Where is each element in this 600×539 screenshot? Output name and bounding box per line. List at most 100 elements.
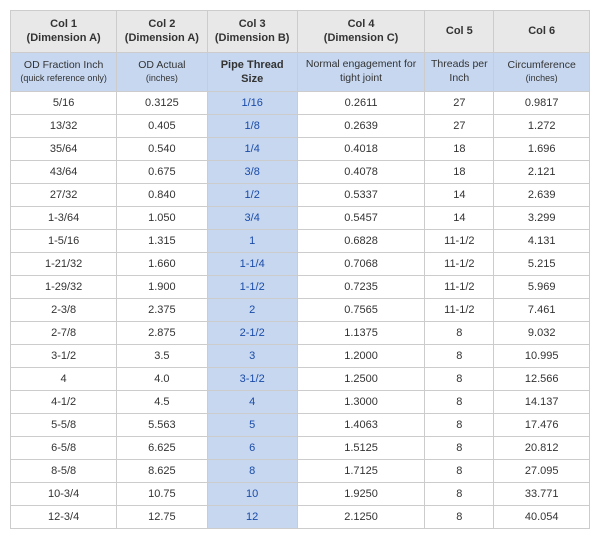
table-row: 1-5/161.31510.682811-1/24.131 (11, 230, 590, 253)
table-row: 3-1/23.531.2000810.995 (11, 345, 590, 368)
table-cell: 8 (425, 322, 494, 345)
table-cell: 1/8 (207, 115, 297, 138)
group-header-5: Col 5 (425, 11, 494, 53)
table-cell: 0.7565 (297, 299, 424, 322)
table-cell: 8 (425, 483, 494, 506)
table-body: 5/160.31251/160.2611270.981713/320.4051/… (11, 92, 590, 529)
sub-header-row: OD Fraction Inch(quick reference only) O… (11, 52, 590, 92)
table-cell: 1.660 (117, 253, 207, 276)
table-cell: 40.054 (494, 506, 590, 529)
table-row: 35/640.5401/40.4018181.696 (11, 138, 590, 161)
pipe-thread-table: Col 1(Dimension A) Col 2(Dimension A) Co… (10, 10, 590, 529)
table-cell: 0.4078 (297, 161, 424, 184)
table-cell: 5/16 (11, 92, 117, 115)
table-cell: 0.7068 (297, 253, 424, 276)
sub-header-circumference: Circumference(inches) (494, 52, 590, 92)
table-cell: 2.639 (494, 184, 590, 207)
table-cell: 8 (425, 414, 494, 437)
table-cell: 1.2500 (297, 368, 424, 391)
table-cell: 18 (425, 138, 494, 161)
table-cell: 20.812 (494, 437, 590, 460)
table-cell: 8 (425, 460, 494, 483)
table-cell: 8 (425, 391, 494, 414)
table-row: 4-1/24.541.3000814.137 (11, 391, 590, 414)
table-cell: 13/32 (11, 115, 117, 138)
table-cell: 4 (11, 368, 117, 391)
table-cell: 0.7235 (297, 276, 424, 299)
table-cell: 5-5/8 (11, 414, 117, 437)
table-cell: 3 (207, 345, 297, 368)
table-cell: 1.696 (494, 138, 590, 161)
table-cell: 1 (207, 230, 297, 253)
table-cell: 1/16 (207, 92, 297, 115)
table-cell: 35/64 (11, 138, 117, 161)
table-cell: 11-1/2 (425, 299, 494, 322)
table-cell: 1-29/32 (11, 276, 117, 299)
table-cell: 1.315 (117, 230, 207, 253)
table-cell: 1.272 (494, 115, 590, 138)
table-cell: 8 (207, 460, 297, 483)
table-cell: 1/2 (207, 184, 297, 207)
table-cell: 0.540 (117, 138, 207, 161)
table-cell: 4.0 (117, 368, 207, 391)
table-cell: 1-3/64 (11, 207, 117, 230)
table-row: 2-7/82.8752-1/21.137589.032 (11, 322, 590, 345)
table-cell: 1.7125 (297, 460, 424, 483)
table-cell: 6-5/8 (11, 437, 117, 460)
table-row: 5/160.31251/160.2611270.9817 (11, 92, 590, 115)
table-cell: 8 (425, 368, 494, 391)
table-row: 5-5/85.56351.4063817.476 (11, 414, 590, 437)
table-cell: 0.840 (117, 184, 207, 207)
table-cell: 3/4 (207, 207, 297, 230)
table-cell: 4.131 (494, 230, 590, 253)
table-cell: 8.625 (117, 460, 207, 483)
table-cell: 1/4 (207, 138, 297, 161)
table-row: 1-29/321.9001-1/20.723511-1/25.969 (11, 276, 590, 299)
table-row: 12-3/412.75122.1250840.054 (11, 506, 590, 529)
table-cell: 1-21/32 (11, 253, 117, 276)
table-cell: 5.563 (117, 414, 207, 437)
table-cell: 2 (207, 299, 297, 322)
table-cell: 8-5/8 (11, 460, 117, 483)
sub-header-pipe-thread: Pipe Thread Size (207, 52, 297, 92)
table-cell: 33.771 (494, 483, 590, 506)
sub-header-od-actual: OD Actual(inches) (117, 52, 207, 92)
table-cell: 12-3/4 (11, 506, 117, 529)
table-cell: 11-1/2 (425, 230, 494, 253)
table-cell: 2-1/2 (207, 322, 297, 345)
table-row: 8-5/88.62581.7125827.095 (11, 460, 590, 483)
table-row: 6-5/86.62561.5125820.812 (11, 437, 590, 460)
table-cell: 1-1/4 (207, 253, 297, 276)
table-cell: 8 (425, 345, 494, 368)
table-cell: 1-5/16 (11, 230, 117, 253)
group-header-3: Col 3(Dimension B) (207, 11, 297, 53)
table-cell: 10.995 (494, 345, 590, 368)
table-cell: 0.5337 (297, 184, 424, 207)
table-cell: 10 (207, 483, 297, 506)
table-cell: 3.299 (494, 207, 590, 230)
table-cell: 1.9250 (297, 483, 424, 506)
table-cell: 0.675 (117, 161, 207, 184)
table-cell: 5.969 (494, 276, 590, 299)
table-cell: 2.1250 (297, 506, 424, 529)
table-cell: 0.6828 (297, 230, 424, 253)
table-cell: 1.4063 (297, 414, 424, 437)
table-cell: 5 (207, 414, 297, 437)
table-cell: 12.566 (494, 368, 590, 391)
group-header-2: Col 2(Dimension A) (117, 11, 207, 53)
table-row: 2-3/82.37520.756511-1/27.461 (11, 299, 590, 322)
table-cell: 43/64 (11, 161, 117, 184)
table-cell: 1.050 (117, 207, 207, 230)
group-header-4: Col 4(Dimension C) (297, 11, 424, 53)
table-cell: 8 (425, 437, 494, 460)
sub-header-od-fraction: OD Fraction Inch(quick reference only) (11, 52, 117, 92)
table-cell: 2.121 (494, 161, 590, 184)
table-cell: 2.375 (117, 299, 207, 322)
table-cell: 11-1/2 (425, 276, 494, 299)
table-cell: 0.405 (117, 115, 207, 138)
table-cell: 27.095 (494, 460, 590, 483)
group-header-1: Col 1(Dimension A) (11, 11, 117, 53)
table-cell: 1.3000 (297, 391, 424, 414)
table-cell: 3.5 (117, 345, 207, 368)
table-cell: 27/32 (11, 184, 117, 207)
